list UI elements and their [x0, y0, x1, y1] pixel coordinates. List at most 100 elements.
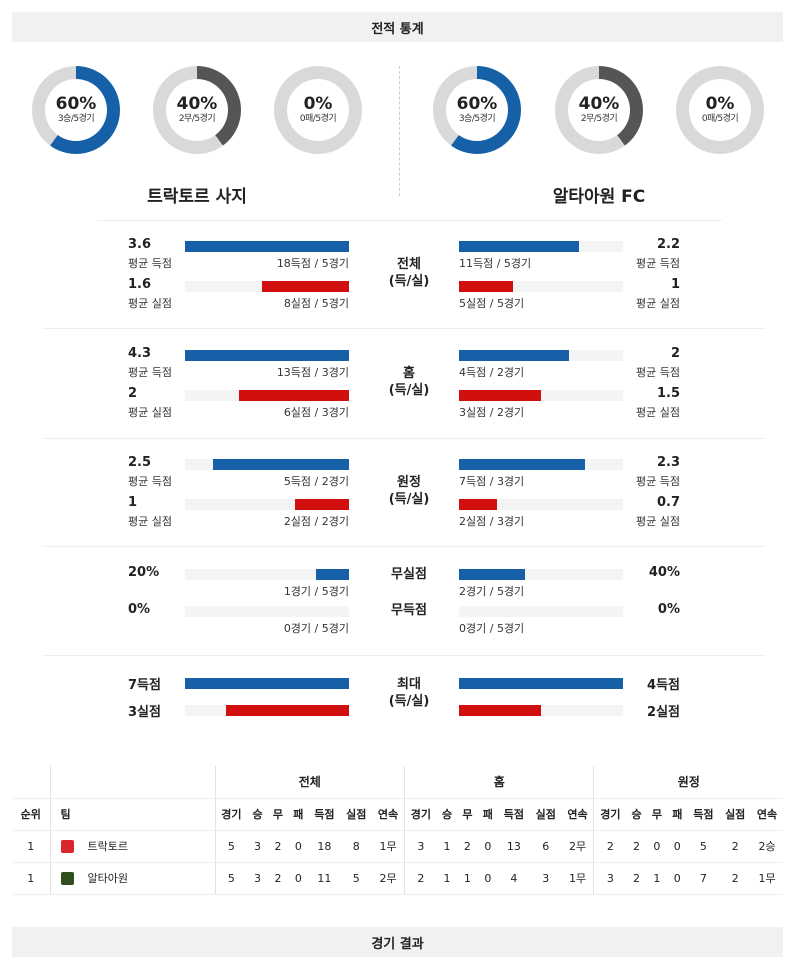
right-bar-fill	[459, 499, 497, 510]
right-value: 0.7	[656, 495, 680, 510]
team-logo-icon	[60, 839, 74, 853]
team-col-blank	[49, 766, 215, 799]
left-bar-note: 1경기 / 5경기	[283, 585, 349, 598]
away-donut-2: 40% 2무/5경기	[555, 66, 643, 154]
right-value: 1	[670, 277, 680, 292]
rank-col-blank	[12, 766, 50, 799]
right-bar-fill	[459, 281, 514, 292]
right-value: 40%	[648, 565, 680, 580]
right-value: 0%	[657, 602, 680, 617]
section-label: 원정 (득/실)	[388, 475, 430, 507]
section-label: 홈 (득/실)	[388, 366, 430, 398]
right-bar-track	[459, 678, 623, 689]
left-bar-track	[185, 606, 349, 617]
right-bar-track	[459, 569, 623, 580]
stat-cell: 2	[593, 830, 627, 863]
stats-title: 전적 통계	[371, 21, 424, 37]
stat-header: 경기	[403, 798, 437, 831]
stat-cell: 3	[247, 830, 268, 863]
home-donut-3: 0% 0패/5경기	[274, 66, 362, 154]
section-label: 무실점	[391, 567, 427, 582]
right-bar-track	[459, 241, 623, 252]
group-header: 홈	[403, 766, 594, 799]
donut-record: 2무/5경기	[178, 114, 216, 124]
left-bar-fill	[185, 241, 349, 252]
team-logo-icon	[60, 871, 74, 885]
section-label: 무득점	[391, 603, 427, 618]
left-bar-note: 13득점 / 3경기	[276, 366, 349, 379]
left-stat-label: 평균 실점	[128, 406, 172, 419]
right-bar-track	[459, 499, 623, 510]
rank-header: 순위	[12, 798, 50, 831]
table-row: 1 알타아원 5 3 2 0 11 5 2무 2 1 1 0 4 3 1무 3 2 1 0 7 2 1무	[12, 862, 783, 895]
left-bar-track	[185, 459, 349, 470]
donut-percent: 40%	[176, 94, 218, 114]
stat-cell: 2	[267, 862, 289, 895]
section-label: 전체 (득/실)	[388, 257, 430, 289]
right-value: 1.5	[656, 386, 680, 401]
left-bar-note: 2실점 / 2경기	[283, 515, 349, 528]
left-value: 3.6	[128, 237, 152, 252]
left-value: 4.3	[128, 346, 152, 361]
right-bar-track	[459, 350, 623, 361]
left-bar-note: 8실점 / 5경기	[283, 297, 349, 310]
right-bar-note: 11득점 / 5경기	[459, 257, 532, 270]
stat-cell: 0	[477, 862, 499, 895]
stat-cell: 2	[403, 862, 437, 895]
left-value: 1	[128, 495, 138, 510]
stat-header: 무	[457, 798, 478, 831]
stat-cell: 1무	[372, 830, 405, 863]
right-bar-fill	[459, 350, 569, 361]
left-bar-fill	[239, 390, 349, 401]
donut-record: 3승/5경기	[458, 114, 496, 124]
stat-cell: 2무	[372, 862, 405, 895]
donut-percent: 60%	[456, 94, 498, 114]
left-value: 2	[128, 386, 138, 401]
donut-percent: 60%	[55, 94, 97, 114]
donut-record: 0패/5경기	[299, 114, 337, 124]
right-bar-fill	[459, 705, 541, 716]
away-donut-3: 0% 0패/5경기	[676, 66, 764, 154]
results-header: 경기 결과	[12, 927, 783, 957]
stat-header: 득점	[308, 798, 341, 831]
right-value: 2.2	[656, 237, 680, 252]
results-title: 경기 결과	[371, 936, 424, 952]
right-bar-track	[459, 606, 623, 617]
left-bar-track	[185, 499, 349, 510]
right-bar-track	[459, 281, 623, 292]
section-divider	[42, 546, 765, 547]
stat-cell: 2	[626, 830, 647, 863]
stat-header: 득점	[498, 798, 530, 831]
stat-cell: 0	[288, 862, 309, 895]
stat-header: 연속	[561, 798, 594, 831]
stat-cell: 2무	[561, 830, 594, 863]
right-bar-note: 3실점 / 2경기	[459, 406, 525, 419]
left-bar-fill	[316, 569, 349, 580]
section-label: 최대 (득/실)	[388, 677, 430, 709]
stat-cell: 0	[477, 830, 499, 863]
rank-cell: 1	[12, 830, 50, 863]
stat-header: 경기	[214, 798, 248, 831]
right-stat-label: 평균 실점	[636, 406, 680, 419]
left-value: 20%	[128, 565, 160, 580]
stat-cell: 1	[436, 830, 458, 863]
stat-cell: 0	[667, 862, 688, 895]
right-stat-label: 평균 득점	[636, 257, 680, 270]
left-stat-label: 평균 득점	[128, 475, 172, 488]
stats-header: 전적 통계	[12, 12, 783, 42]
left-bar-track	[185, 569, 349, 580]
right-stat-label: 평균 득점	[636, 366, 680, 379]
stat-cell: 3	[403, 830, 437, 863]
stat-cell: 3	[529, 862, 562, 895]
stat-header: 무	[267, 798, 289, 831]
stat-header: 연속	[372, 798, 405, 831]
right-bar-fill	[459, 390, 541, 401]
stat-cell: 13	[498, 830, 530, 863]
stat-cell: 0	[667, 830, 688, 863]
section-divider	[42, 328, 765, 329]
stat-cell: 3	[247, 862, 268, 895]
donut-record: 3승/5경기	[57, 114, 95, 124]
team-divider	[399, 66, 400, 196]
right-bar-track	[459, 390, 623, 401]
right-bar-fill	[459, 569, 525, 580]
